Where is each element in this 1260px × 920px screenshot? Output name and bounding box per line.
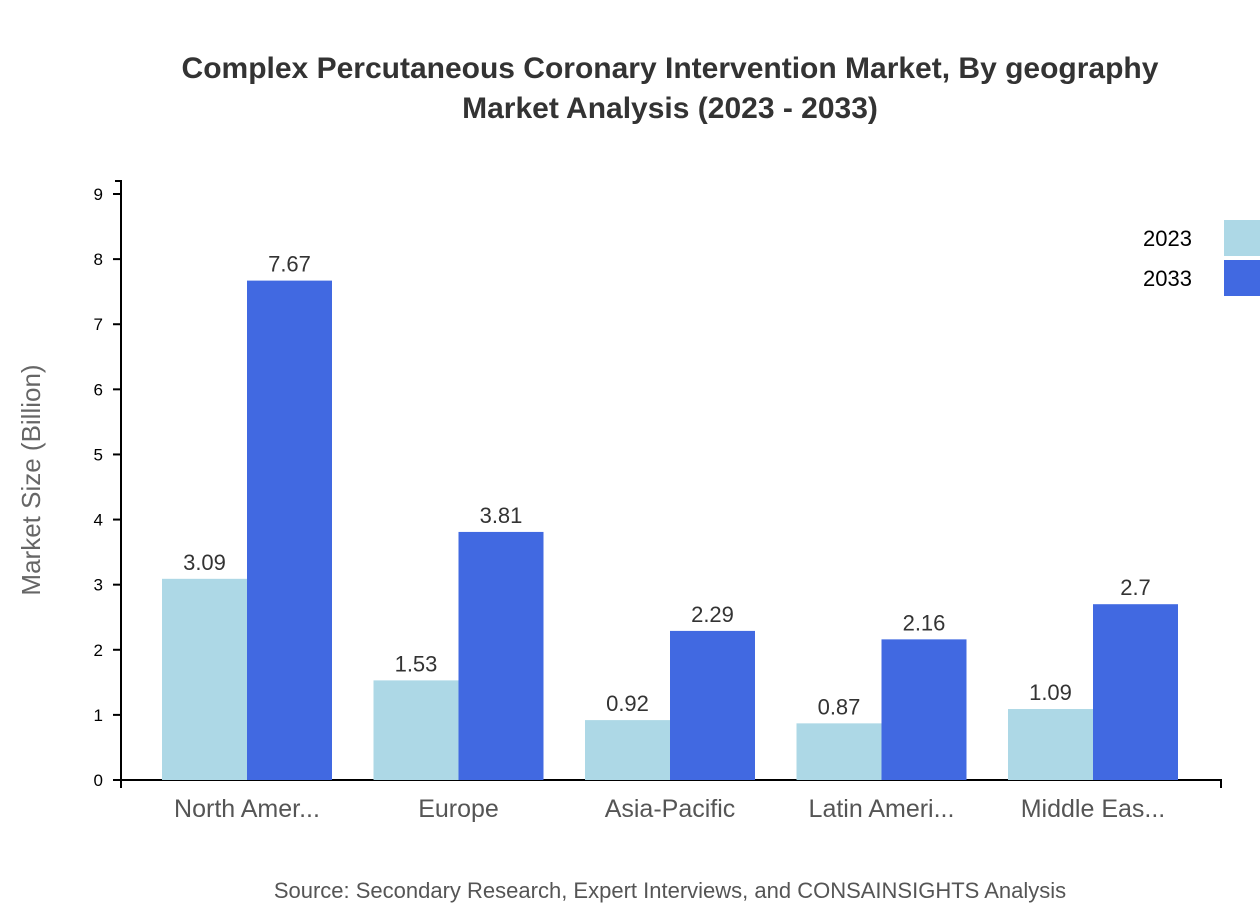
chart-title: Complex Percutaneous Coronary Interventi… [181,52,1159,85]
data-label: 1.53 [395,651,438,676]
source-note: Source: Secondary Research, Expert Inter… [273,878,1067,903]
bar-2023 [1008,709,1093,780]
bar-2033 [670,630,755,780]
x-tick-label: Middle Eas... [1021,795,1166,823]
x-tick-label: Europe [418,795,499,823]
x-axis [120,779,1222,788]
y-tick-label: 2 [94,641,103,660]
data-label: 3.81 [480,503,523,528]
y-tick-label: 7 [94,315,103,334]
y-tick-label: 9 [94,185,103,204]
y-axis-label: Market Size (Billion) [16,364,46,595]
y-tick-label: 0 [94,771,103,790]
y-tick-label: 8 [94,250,103,269]
bar-2033 [247,280,332,780]
y-axis [115,179,122,781]
bar-2023 [796,723,882,780]
y-tick-label: 5 [94,445,103,464]
data-label: 2.7 [1120,575,1151,600]
data-label: 3.09 [183,550,226,575]
y-tick-label: 6 [94,380,103,399]
y-tick-label: 4 [94,511,103,530]
y-tick-label: 3 [94,576,103,595]
x-tick-label: Asia-Pacific [605,795,736,823]
bar-2023 [585,720,670,780]
data-label: 0.92 [606,691,649,716]
legend-label: 2033 [1143,266,1192,291]
bar-2023 [373,680,459,780]
data-label: 1.09 [1029,680,1072,705]
legend-label: 2023 [1143,226,1192,251]
data-label: 7.67 [268,252,311,277]
data-label: 2.16 [903,610,946,635]
bar-2033 [1093,604,1178,780]
legend-swatch [1224,260,1260,296]
chart-subtitle: Market Analysis (2023 - 2033) [462,92,878,125]
bar-2033 [458,531,544,780]
bar-2033 [881,639,967,780]
x-tick-label: North Amer... [174,795,320,823]
legend-swatch [1224,220,1260,256]
x-tick-label: Latin Ameri... [809,795,955,823]
y-tick-label: 1 [94,706,103,725]
bar-2023 [162,578,247,780]
data-label: 0.87 [818,694,861,719]
data-label: 2.29 [691,602,734,627]
